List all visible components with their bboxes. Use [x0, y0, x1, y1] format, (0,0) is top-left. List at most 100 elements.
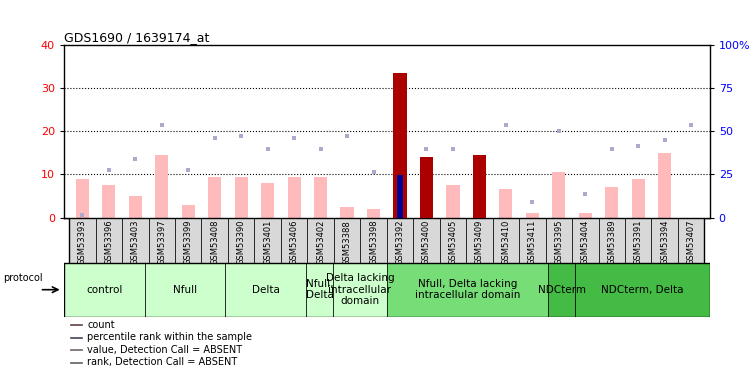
Bar [71, 324, 82, 326]
Bar [333, 262, 387, 317]
Text: control: control [86, 285, 122, 295]
Text: count: count [87, 320, 115, 330]
Bar [314, 177, 327, 218]
Text: GSM53401: GSM53401 [263, 220, 272, 265]
Bar [182, 205, 195, 218]
Bar [360, 217, 387, 262]
Text: GSM53411: GSM53411 [528, 220, 537, 265]
Bar [175, 217, 201, 262]
Bar [658, 153, 671, 218]
Text: GDS1690 / 1639174_at: GDS1690 / 1639174_at [64, 31, 210, 44]
Bar [446, 185, 460, 218]
Point [606, 146, 618, 152]
Bar [102, 185, 116, 218]
Bar [651, 217, 678, 262]
Bar [128, 196, 142, 217]
Bar [122, 217, 149, 262]
Point [632, 143, 644, 149]
Point [288, 135, 300, 141]
Bar [149, 217, 175, 262]
Text: GSM53409: GSM53409 [475, 220, 484, 265]
Bar [599, 217, 625, 262]
Text: GSM53400: GSM53400 [422, 220, 431, 265]
Bar [493, 217, 519, 262]
Bar [473, 213, 486, 217]
Text: GSM53393: GSM53393 [78, 220, 87, 266]
Bar [288, 177, 300, 218]
Point [421, 146, 433, 152]
Text: NDCterm: NDCterm [538, 285, 586, 295]
Bar [526, 213, 539, 217]
Bar [572, 217, 599, 262]
Point [103, 167, 115, 173]
Bar [605, 188, 618, 218]
Bar [519, 217, 545, 262]
Bar [261, 183, 274, 218]
Bar [76, 179, 89, 218]
Text: Delta lacking
intracellular
domain: Delta lacking intracellular domain [325, 273, 394, 306]
Bar [255, 217, 281, 262]
Bar [387, 262, 548, 317]
Bar [545, 217, 572, 262]
Bar [155, 155, 168, 218]
Text: GSM53408: GSM53408 [210, 220, 219, 265]
Bar [69, 217, 95, 262]
Text: GSM53397: GSM53397 [157, 220, 166, 266]
Point [500, 122, 512, 128]
Bar [95, 217, 122, 262]
Bar [340, 207, 354, 218]
Bar [499, 189, 512, 217]
Bar [334, 217, 360, 262]
Text: GSM53389: GSM53389 [608, 220, 617, 266]
Bar [632, 179, 645, 218]
Text: GSM53388: GSM53388 [342, 220, 351, 266]
Text: Delta: Delta [252, 285, 279, 295]
Bar [201, 217, 228, 262]
Point [447, 146, 459, 152]
Bar [397, 175, 403, 217]
Point [659, 137, 671, 143]
Bar [228, 217, 255, 262]
Point [579, 191, 591, 197]
Point [209, 135, 221, 141]
Text: GSM53402: GSM53402 [316, 220, 325, 265]
Bar [71, 350, 82, 351]
Point [315, 146, 327, 152]
Bar [307, 217, 334, 262]
Bar [234, 177, 248, 218]
Bar [208, 177, 222, 218]
Text: GSM53405: GSM53405 [448, 220, 457, 265]
Point [77, 212, 89, 218]
Point [553, 128, 565, 134]
Text: GSM53406: GSM53406 [290, 220, 299, 265]
Point [685, 122, 697, 128]
Bar [367, 209, 380, 218]
Text: GSM53392: GSM53392 [396, 220, 405, 265]
Point [473, 189, 485, 195]
Text: GSM53396: GSM53396 [104, 220, 113, 266]
Point [235, 133, 247, 139]
Text: protocol: protocol [3, 273, 43, 283]
Point [341, 133, 353, 139]
Point [155, 122, 167, 128]
Bar [281, 217, 307, 262]
Text: percentile rank within the sample: percentile rank within the sample [87, 333, 252, 342]
Text: rank, Detection Call = ABSENT: rank, Detection Call = ABSENT [87, 357, 237, 368]
Bar [579, 213, 592, 217]
Text: GSM53407: GSM53407 [686, 220, 695, 265]
Bar [473, 155, 486, 218]
Text: GSM53390: GSM53390 [237, 220, 246, 265]
Bar [466, 217, 493, 262]
Bar [420, 157, 433, 218]
Text: NDCterm, Delta: NDCterm, Delta [601, 285, 683, 295]
Text: Nfull, Delta lacking
intracellular domain: Nfull, Delta lacking intracellular domai… [415, 279, 520, 300]
Bar [64, 262, 144, 317]
Point [261, 146, 273, 152]
Bar [71, 337, 82, 338]
Text: GSM53404: GSM53404 [581, 220, 590, 265]
Text: Nfull: Nfull [173, 285, 197, 295]
Bar [575, 262, 710, 317]
Point [182, 167, 195, 173]
Bar [144, 262, 225, 317]
Bar [387, 217, 413, 262]
